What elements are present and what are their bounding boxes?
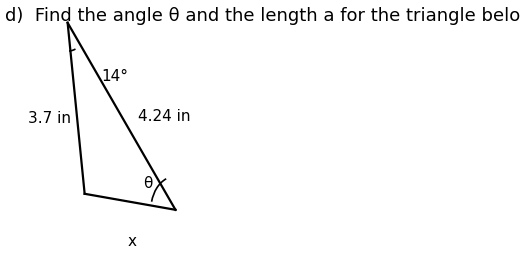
Text: d)  Find the angle θ and the length a for the triangle below?: d) Find the angle θ and the length a for… xyxy=(5,7,521,25)
Text: θ: θ xyxy=(143,176,153,191)
Text: 14°: 14° xyxy=(102,69,129,84)
Text: 4.24 in: 4.24 in xyxy=(138,109,190,124)
Text: x: x xyxy=(128,234,137,249)
Text: 3.7 in: 3.7 in xyxy=(28,112,71,126)
